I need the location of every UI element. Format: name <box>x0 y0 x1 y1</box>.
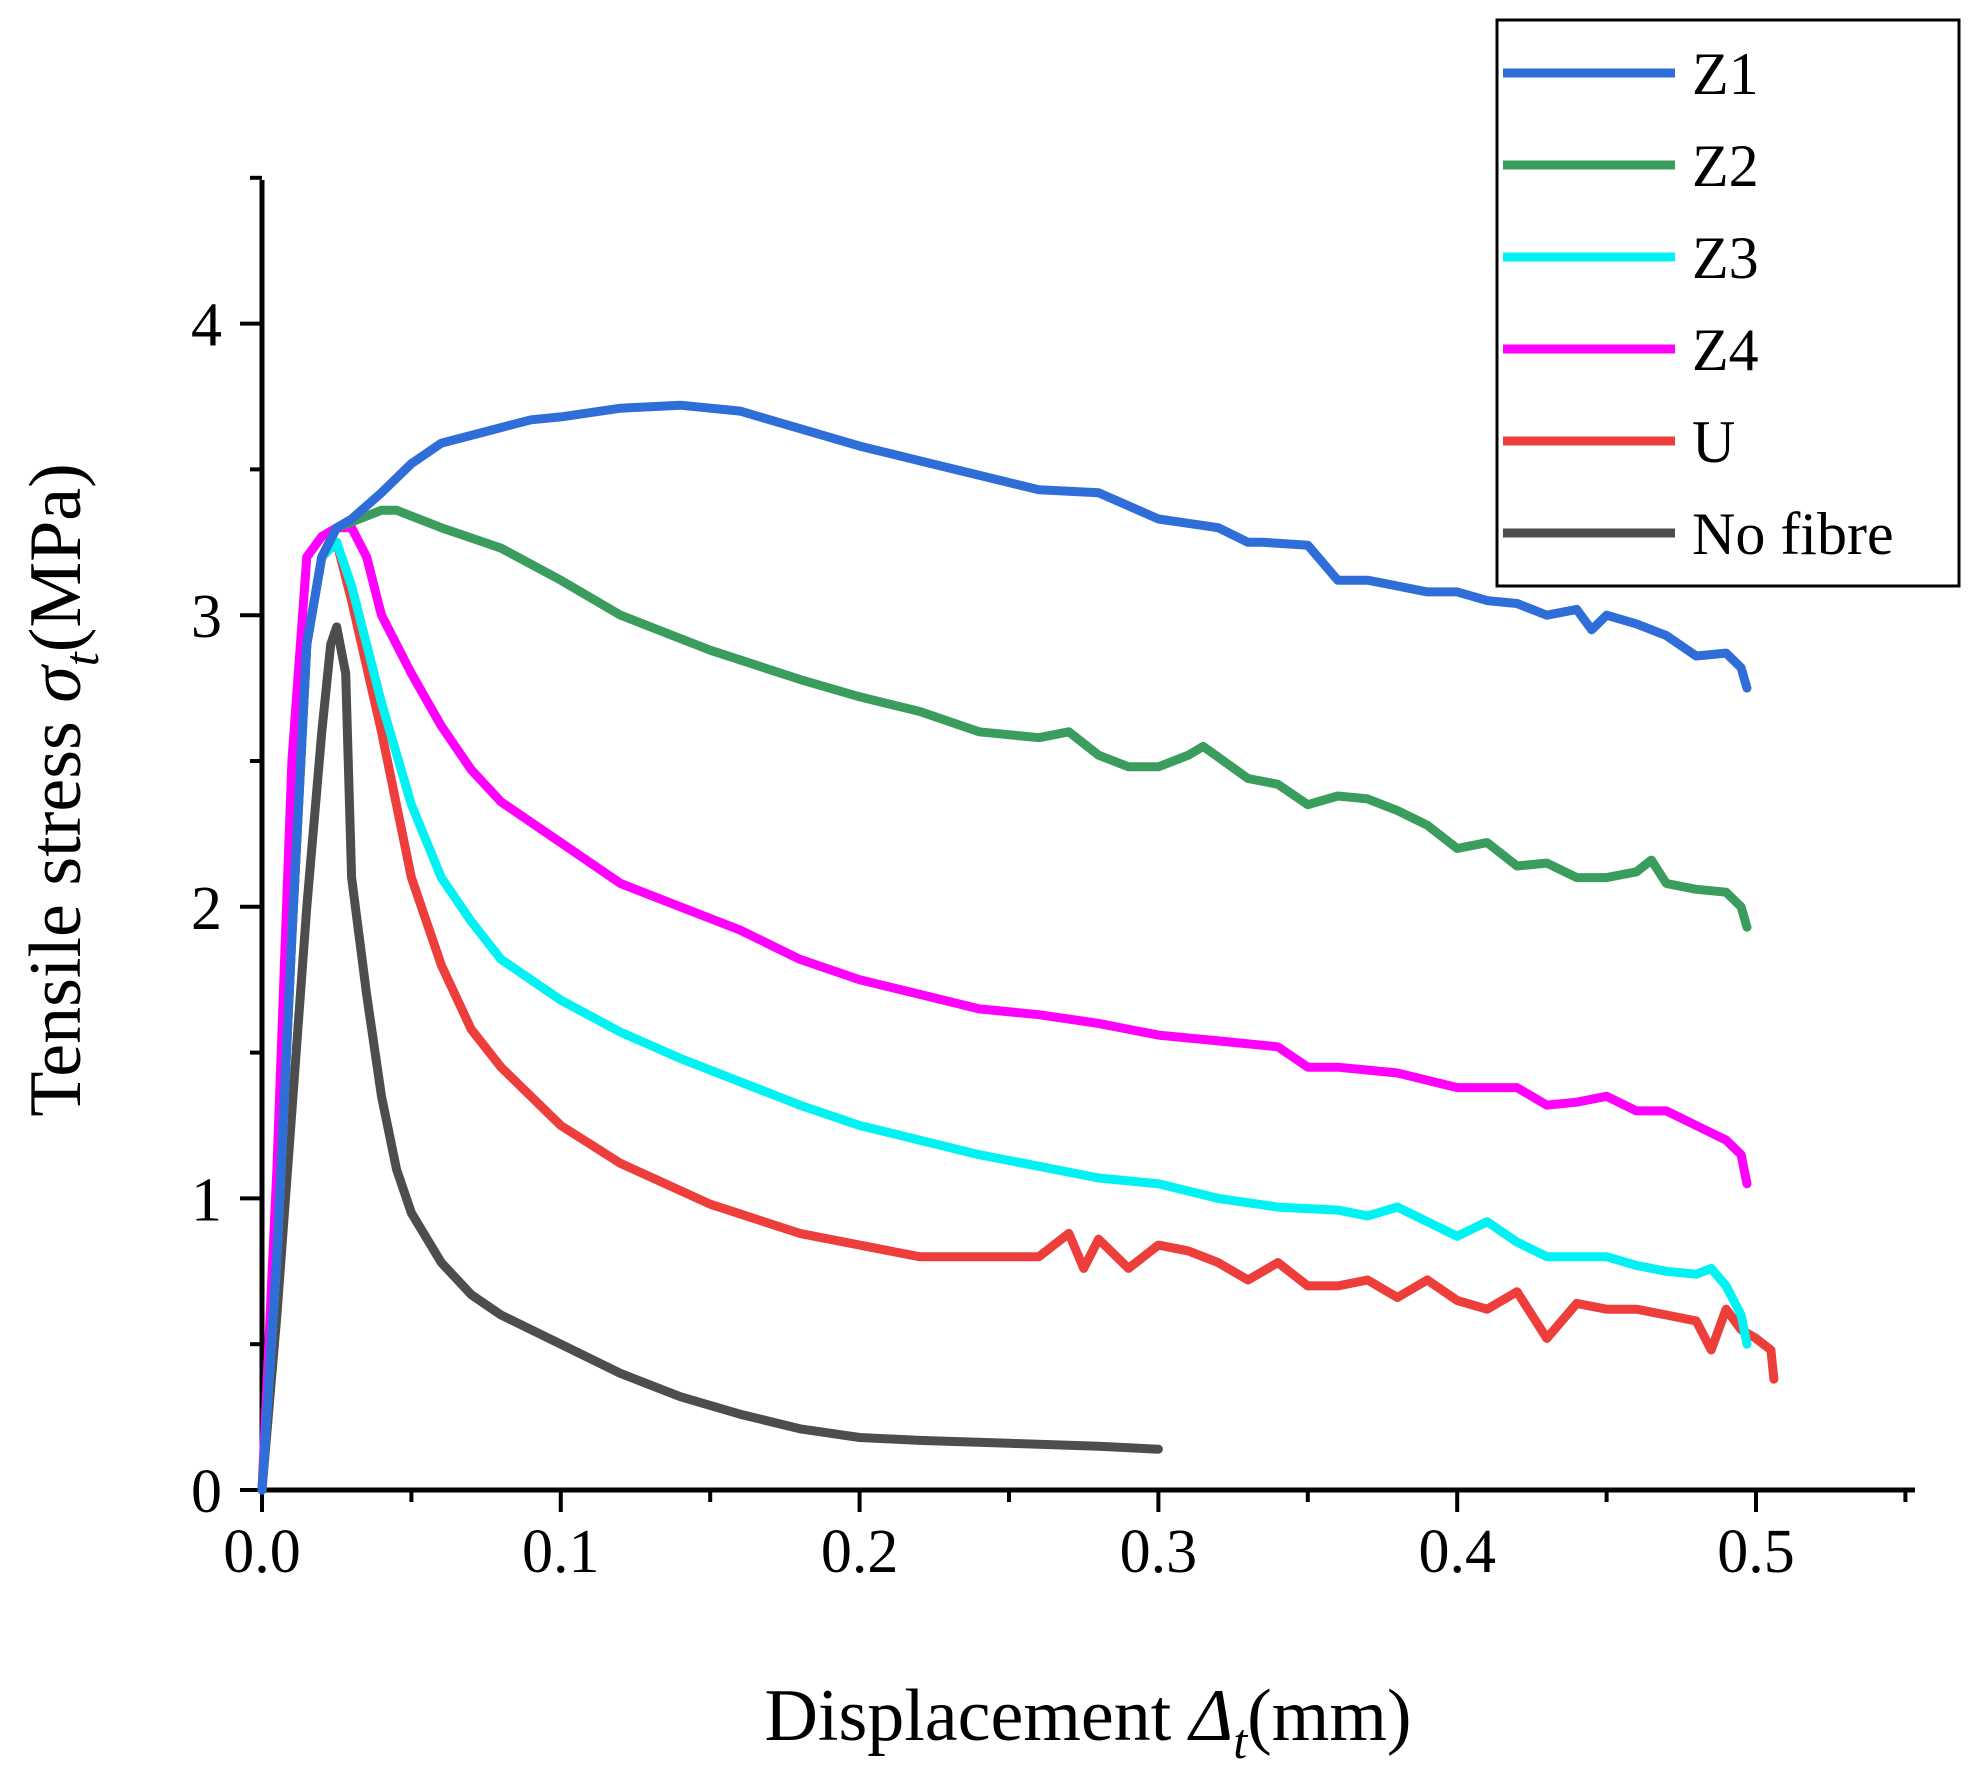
x-axis-title-subscript: t <box>1233 1713 1248 1766</box>
y-axis-title: Tensile stress σt(MPa) <box>15 463 109 1117</box>
series-line-z2 <box>257 505 1752 1495</box>
x-tick-label: 0.1 <box>522 1518 600 1586</box>
y-tick-label: 2 <box>191 875 222 943</box>
series-lines <box>257 400 1779 1495</box>
y-tick-label: 0 <box>191 1458 222 1526</box>
y-axis-title-main: Tensile stress <box>15 703 97 1117</box>
series-line-u <box>257 537 1779 1495</box>
series-line-no-fibre <box>257 622 1163 1495</box>
x-tick-label: 0.0 <box>223 1518 301 1586</box>
legend-label-z1: Z1 <box>1692 41 1759 107</box>
y-axis-title-symbol: σ <box>15 664 97 703</box>
series-line-z1 <box>257 400 1752 1495</box>
x-axis-ticks: 0.0 0.1 0.2 0.3 0.4 0.5 <box>223 1490 1908 1586</box>
y-tick-label: 4 <box>191 292 222 360</box>
legend-label-z2: Z2 <box>1692 133 1759 199</box>
series-line-z4 <box>257 523 1752 1495</box>
legend: Z1 Z2 Z3 Z4 U No fibre <box>1495 18 1961 588</box>
x-tick-label: 0.4 <box>1418 1518 1496 1586</box>
y-tick-label: 3 <box>191 583 222 651</box>
legend-label-u: U <box>1692 409 1735 475</box>
x-axis-title: Displacement Δt(mm) <box>764 1675 1411 1766</box>
series-line-z3 <box>257 537 1752 1495</box>
legend-box <box>1495 18 1961 588</box>
legend-label-z3: Z3 <box>1692 225 1759 291</box>
y-axis-title-subscript: t <box>53 651 109 666</box>
x-tick-label: 0.3 <box>1120 1518 1198 1586</box>
y-axis-ticks: 0 1 2 3 4 <box>191 175 262 1526</box>
x-axis-title-symbol: Δ <box>1187 1675 1233 1757</box>
x-tick-label: 0.5 <box>1717 1518 1795 1586</box>
legend-label-z4: Z4 <box>1692 317 1759 383</box>
y-tick-label: 1 <box>191 1166 222 1234</box>
x-tick-label: 0.2 <box>821 1518 899 1586</box>
x-axis-title-main: Displacement <box>764 1675 1189 1757</box>
legend-label-no-fibre: No fibre <box>1692 501 1894 567</box>
x-axis-title-unit: (mm) <box>1247 1675 1411 1757</box>
y-axis-title-unit: (MPa) <box>15 463 97 652</box>
